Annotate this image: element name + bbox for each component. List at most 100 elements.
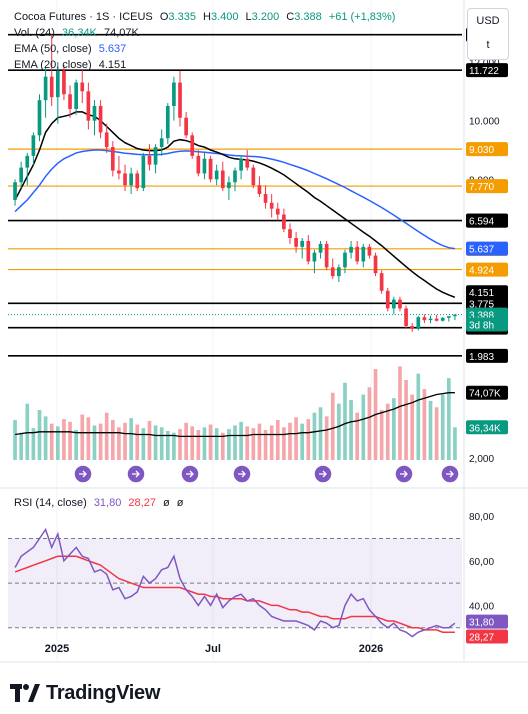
candle[interactable] bbox=[13, 182, 17, 200]
candle[interactable] bbox=[343, 252, 347, 268]
volume-bar[interactable] bbox=[392, 398, 396, 460]
volume-bar[interactable] bbox=[220, 432, 225, 460]
volume-bar[interactable] bbox=[337, 403, 341, 460]
volume-bar[interactable] bbox=[196, 430, 201, 460]
candle[interactable] bbox=[43, 76, 48, 101]
volume-bar[interactable] bbox=[98, 423, 103, 460]
volume-bar[interactable] bbox=[251, 428, 256, 460]
candle[interactable] bbox=[172, 82, 176, 106]
volume-bar[interactable] bbox=[184, 422, 188, 460]
candle[interactable] bbox=[434, 318, 439, 321]
candle[interactable] bbox=[214, 170, 219, 180]
volume-bar[interactable] bbox=[153, 425, 158, 460]
volume-bar[interactable] bbox=[172, 432, 176, 460]
volume-bar[interactable] bbox=[416, 373, 421, 460]
volume-bar[interactable] bbox=[306, 419, 311, 460]
candle[interactable] bbox=[306, 240, 311, 262]
volume-bar[interactable] bbox=[245, 426, 250, 460]
candle[interactable] bbox=[98, 106, 103, 133]
volume-bar[interactable] bbox=[367, 387, 372, 460]
candle[interactable] bbox=[330, 267, 335, 277]
candle[interactable] bbox=[153, 147, 158, 165]
volume-bar[interactable] bbox=[68, 421, 72, 460]
candle[interactable] bbox=[49, 76, 54, 98]
candle[interactable] bbox=[440, 317, 445, 321]
volume-bar[interactable] bbox=[453, 427, 457, 460]
volume-bar[interactable] bbox=[410, 394, 415, 460]
rsi-legend[interactable]: RSI (14, close) 31,80 28,27 ø ø bbox=[14, 496, 188, 511]
candle[interactable] bbox=[355, 246, 360, 262]
volume-bar[interactable] bbox=[25, 403, 30, 460]
candle[interactable] bbox=[300, 240, 305, 247]
volume-bar[interactable] bbox=[263, 430, 268, 460]
volume-bar[interactable] bbox=[165, 430, 170, 460]
candle[interactable] bbox=[282, 214, 286, 230]
candle[interactable] bbox=[318, 243, 323, 253]
volume-bar[interactable] bbox=[55, 426, 60, 460]
volume-bar[interactable] bbox=[123, 422, 127, 460]
volume-bar[interactable] bbox=[92, 425, 97, 460]
symbol-label[interactable]: Cocoa Futures · 1S · ICEUS bbox=[14, 11, 153, 23]
candle[interactable] bbox=[80, 82, 85, 92]
candle[interactable] bbox=[324, 243, 329, 268]
candle[interactable] bbox=[37, 100, 42, 136]
volume-bar[interactable] bbox=[447, 378, 451, 460]
candle[interactable] bbox=[184, 117, 188, 136]
candle[interactable] bbox=[453, 314, 457, 317]
volume-bar[interactable] bbox=[330, 392, 335, 460]
candle[interactable] bbox=[220, 170, 225, 189]
volume-bar[interactable] bbox=[343, 382, 347, 460]
volume-bar[interactable] bbox=[159, 427, 164, 460]
ema50-line[interactable] bbox=[14, 149, 456, 250]
candle[interactable] bbox=[294, 238, 298, 247]
candle[interactable] bbox=[68, 94, 72, 109]
volume-bar[interactable] bbox=[117, 427, 121, 460]
candle[interactable] bbox=[227, 182, 231, 189]
candle[interactable] bbox=[208, 158, 213, 180]
volume-bar[interactable] bbox=[312, 412, 317, 460]
candle[interactable] bbox=[373, 255, 378, 274]
volume-bar[interactable] bbox=[80, 414, 85, 460]
volume-bar[interactable] bbox=[37, 410, 42, 460]
volume-bar[interactable] bbox=[178, 429, 182, 460]
volume-bar[interactable] bbox=[404, 380, 408, 460]
candle[interactable] bbox=[92, 106, 97, 121]
rsi-ma-line[interactable] bbox=[14, 555, 455, 633]
volume-bar[interactable] bbox=[318, 407, 323, 460]
candle[interactable] bbox=[312, 252, 317, 262]
candle[interactable] bbox=[25, 155, 30, 168]
volume-bar[interactable] bbox=[147, 420, 152, 460]
candle[interactable] bbox=[269, 202, 274, 209]
volume-bar[interactable] bbox=[19, 432, 23, 460]
volume-bar[interactable] bbox=[294, 417, 298, 460]
candle[interactable] bbox=[165, 106, 170, 139]
volume-bar[interactable] bbox=[62, 419, 66, 460]
volume-bar[interactable] bbox=[31, 428, 36, 460]
candle[interactable] bbox=[190, 135, 195, 156]
candle[interactable] bbox=[19, 167, 23, 183]
candle[interactable] bbox=[392, 299, 396, 309]
candle[interactable] bbox=[361, 246, 366, 262]
candle[interactable] bbox=[263, 194, 268, 203]
volume-bar[interactable] bbox=[214, 428, 219, 460]
volume-bar[interactable] bbox=[385, 403, 390, 460]
volume-bar[interactable] bbox=[257, 423, 262, 460]
volume-bar[interactable] bbox=[379, 410, 384, 460]
candle[interactable] bbox=[31, 135, 36, 156]
candle[interactable] bbox=[251, 167, 256, 186]
volume-bar[interactable] bbox=[440, 394, 445, 460]
volume-bar[interactable] bbox=[74, 430, 78, 460]
volume-bar[interactable] bbox=[239, 421, 243, 460]
candle[interactable] bbox=[416, 317, 421, 329]
volume-bar[interactable] bbox=[227, 429, 231, 460]
volume-bar[interactable] bbox=[398, 366, 402, 460]
volume-bar[interactable] bbox=[135, 424, 140, 460]
candle[interactable] bbox=[233, 170, 237, 183]
volume-bar[interactable] bbox=[141, 428, 146, 460]
candle[interactable] bbox=[239, 158, 243, 171]
volume-bar[interactable] bbox=[275, 420, 280, 460]
candle[interactable] bbox=[62, 70, 66, 95]
ema20-legend[interactable]: EMA (20, close) 4.151 bbox=[14, 58, 130, 73]
candle[interactable] bbox=[379, 273, 384, 291]
volume-bar[interactable] bbox=[49, 423, 54, 460]
